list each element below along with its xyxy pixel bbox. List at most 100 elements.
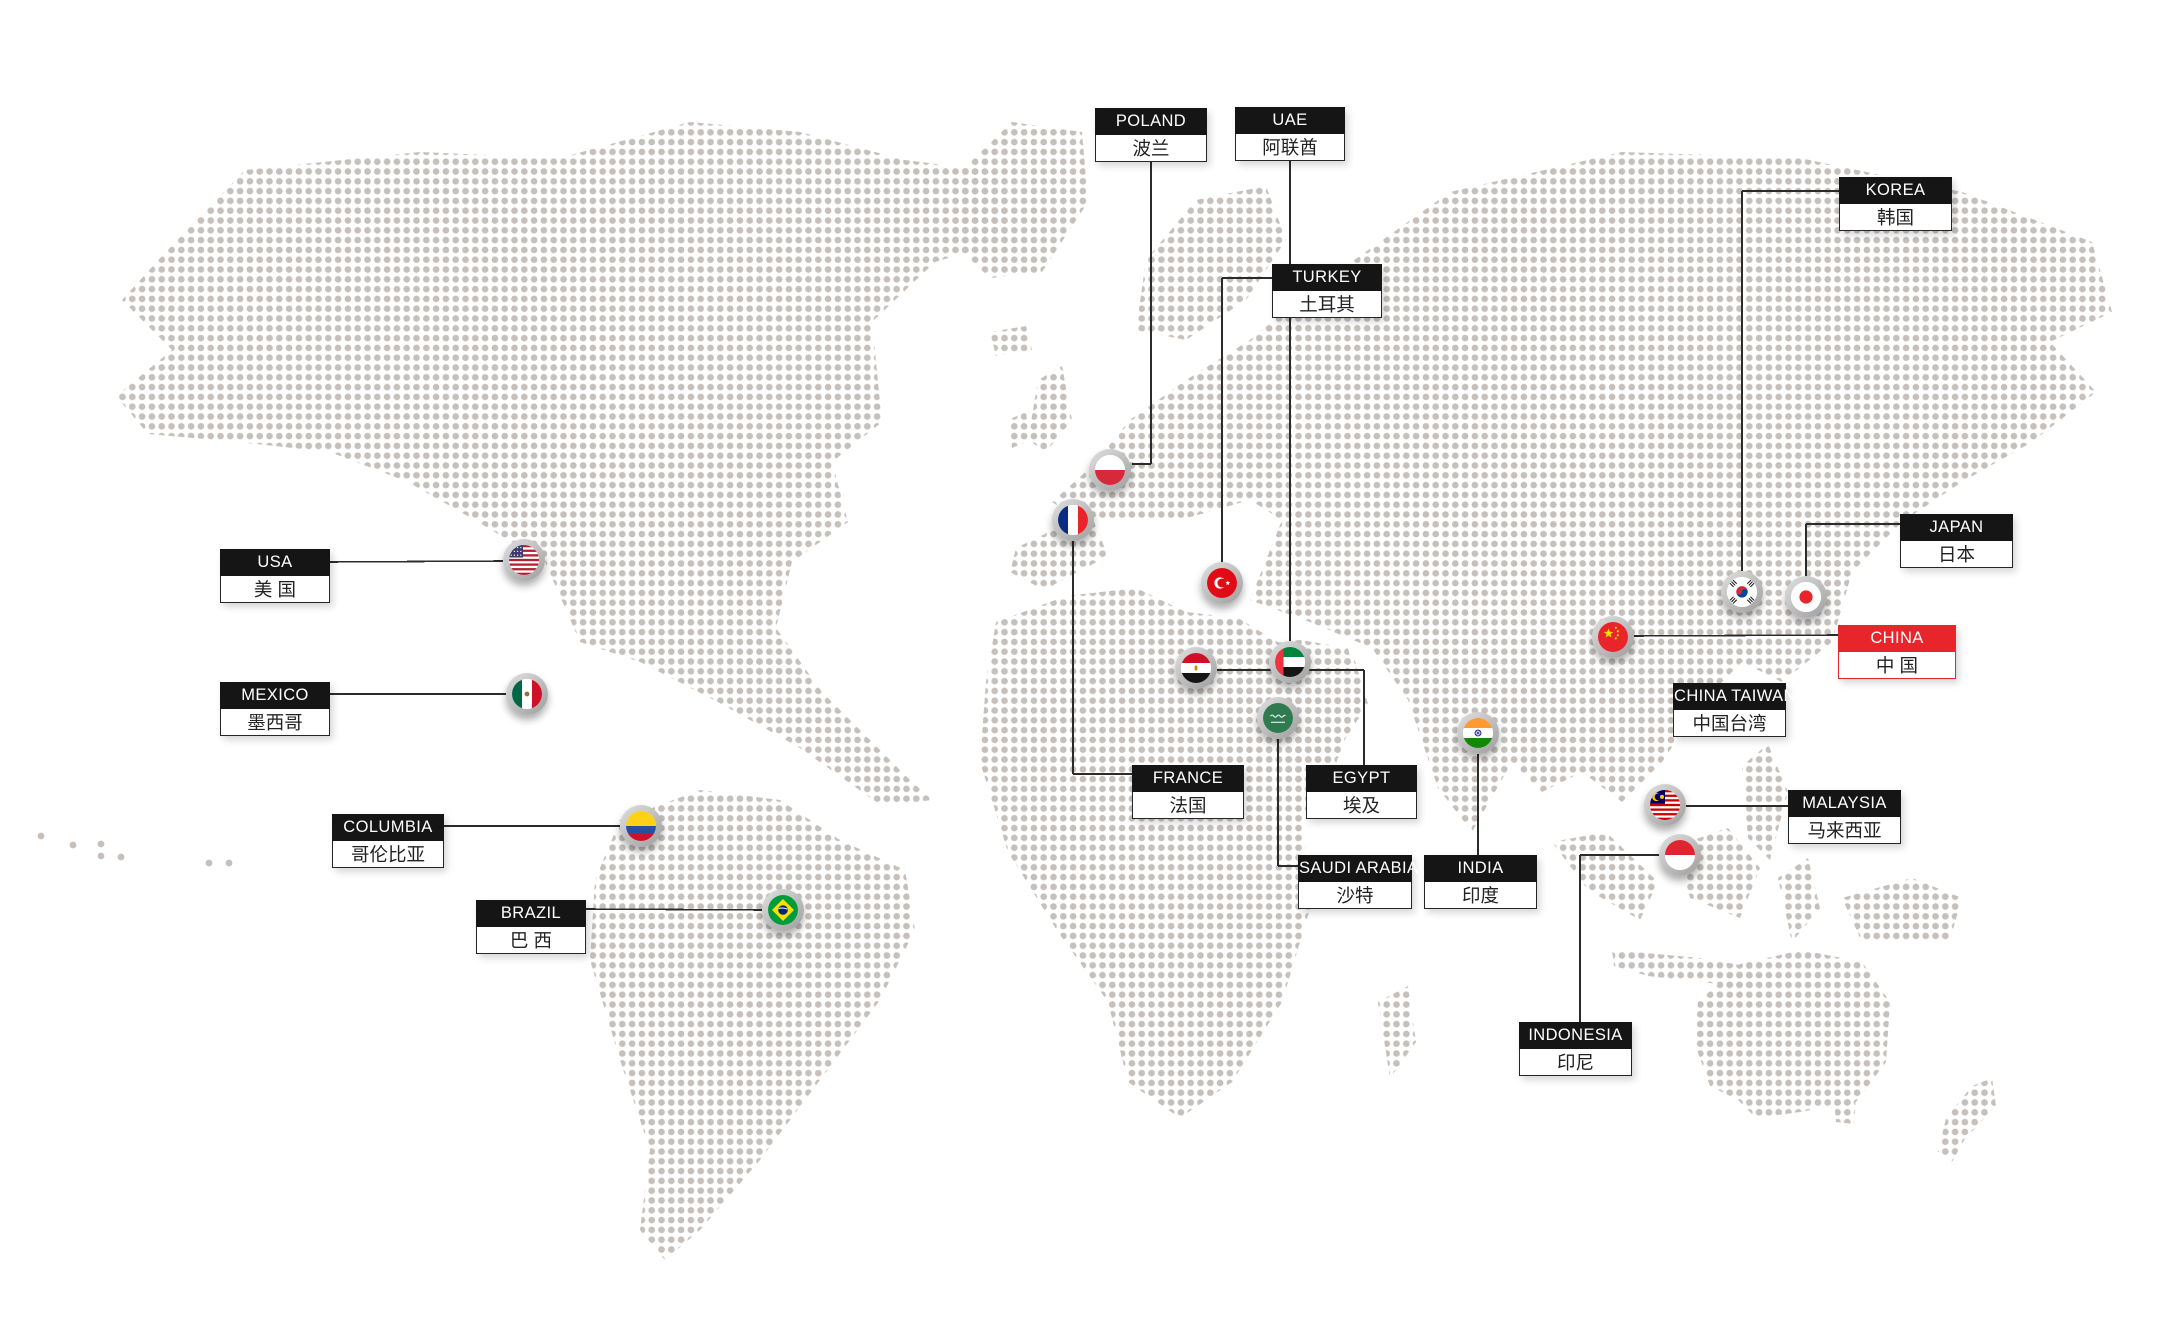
country-name-zh-turkey: 土耳其 (1272, 291, 1382, 318)
uae-flag-icon (1275, 647, 1305, 677)
country-label-egypt: EGYPT 埃及 (1306, 765, 1417, 819)
island-sumatra (1552, 832, 1658, 920)
marker-france (1052, 499, 1094, 541)
island-java (1612, 950, 1758, 988)
country-label-mexico: MEXICO 墨西哥 (220, 682, 330, 736)
marker-malaysia (1644, 784, 1686, 826)
region-scandinavia (1136, 186, 1286, 340)
island-new-guinea (1842, 878, 1962, 942)
marker-turkey (1201, 562, 1243, 604)
country-name-en-japan: JAPAN (1900, 514, 2013, 541)
island-uk (1028, 366, 1072, 452)
pacific-islands-dots (37, 832, 233, 867)
country-name-en-usa: USA (220, 549, 330, 576)
country-name-zh-china: 中 国 (1838, 652, 1956, 679)
country-name-zh-indonesia: 印尼 (1519, 1049, 1632, 1076)
marker-china (1592, 616, 1634, 658)
marker-usa (503, 539, 545, 581)
indonesia-flag-icon (1665, 840, 1695, 870)
country-name-zh-saudi-arabia: 沙特 (1298, 882, 1412, 909)
country-name-en-china: CHINA (1838, 625, 1956, 652)
marker-japan (1785, 576, 1827, 618)
country-name-en-france: FRANCE (1132, 765, 1244, 792)
france-flag-icon (1058, 505, 1088, 535)
country-name-zh-japan: 日本 (1900, 541, 2013, 568)
japan-flag-icon (1791, 582, 1821, 612)
marker-india (1457, 712, 1499, 754)
island-new-zealand (1938, 1078, 1996, 1162)
marker-uae (1269, 641, 1311, 683)
country-label-columbia: COLUMBIA 哥伦比亚 (332, 814, 444, 868)
country-name-en-china-taiwan: CHINA TAIWAN (1673, 683, 1795, 710)
country-name-en-mexico: MEXICO (220, 682, 330, 709)
marker-columbia (620, 805, 662, 847)
country-name-zh-korea: 韩国 (1839, 204, 1952, 231)
marker-egypt (1175, 647, 1217, 689)
colombia-flag-icon (626, 811, 656, 841)
malaysia-flag-icon (1650, 790, 1680, 820)
marker-brazil (762, 889, 804, 931)
country-name-en-indonesia: INDONESIA (1519, 1022, 1632, 1049)
country-name-zh-mexico: 墨西哥 (220, 709, 330, 736)
country-name-zh-egypt: 埃及 (1306, 792, 1417, 819)
country-label-saudi-arabia: SAUDI ARABIA 沙特 (1298, 855, 1418, 909)
marker-poland (1089, 449, 1131, 491)
country-name-zh-france: 法国 (1132, 792, 1244, 819)
country-label-china: CHINA 中 国 (1838, 625, 1956, 679)
egypt-flag-icon (1181, 653, 1211, 683)
country-name-zh-india: 印度 (1424, 882, 1537, 909)
country-label-poland: POLAND 波兰 (1095, 108, 1207, 162)
marker-saudi-arabia (1257, 697, 1299, 739)
country-name-en-poland: POLAND (1095, 108, 1207, 135)
country-name-en-turkey: TURKEY (1272, 264, 1382, 291)
marker-korea (1721, 571, 1763, 613)
country-name-en-uae: UAE (1235, 107, 1345, 134)
country-name-en-brazil: BRAZIL (476, 900, 586, 927)
usa-flag-icon (509, 545, 539, 575)
poland-flag-icon (1095, 455, 1125, 485)
country-label-brazil: BRAZIL 巴 西 (476, 900, 586, 954)
country-name-zh-china-taiwan: 中国台湾 (1673, 710, 1786, 737)
island-greenland (952, 122, 1088, 278)
country-name-zh-uae: 阿联酋 (1235, 134, 1345, 161)
brazil-flag-icon (768, 895, 798, 925)
country-name-zh-malaysia: 马来西亚 (1788, 817, 1901, 844)
island-madagascar (1378, 986, 1416, 1078)
country-name-en-india: INDIA (1424, 855, 1537, 882)
continent-north-america (116, 122, 1008, 806)
country-name-zh-poland: 波兰 (1095, 135, 1207, 162)
turkey-flag-icon (1207, 568, 1237, 598)
country-name-en-columbia: COLUMBIA (332, 814, 444, 841)
china-flag-icon (1598, 622, 1628, 652)
island-ireland (1008, 412, 1030, 448)
country-name-en-egypt: EGYPT (1306, 765, 1417, 792)
country-label-turkey: TURKEY 土耳其 (1272, 264, 1382, 318)
marker-indonesia (1659, 834, 1701, 876)
country-name-en-malaysia: MALAYSIA (1788, 790, 1901, 817)
india-flag-icon (1463, 718, 1493, 748)
mexico-flag-icon (512, 679, 542, 709)
country-label-usa: USA 美 国 (220, 549, 330, 603)
continent-australia (1694, 950, 1890, 1118)
island-tasmania (1834, 1096, 1856, 1124)
country-label-france: FRANCE 法国 (1132, 765, 1244, 819)
country-name-zh-usa: 美 国 (220, 576, 330, 603)
island-sulawesi (1778, 858, 1820, 942)
country-label-indonesia: INDONESIA 印尼 (1519, 1022, 1632, 1076)
country-name-en-korea: KOREA (1839, 177, 1952, 204)
country-name-zh-columbia: 哥伦比亚 (332, 841, 444, 868)
country-name-zh-brazil: 巴 西 (476, 927, 586, 954)
marker-mexico (506, 673, 548, 715)
country-label-india: INDIA 印度 (1424, 855, 1537, 909)
country-label-uae: UAE 阿联酋 (1235, 107, 1345, 161)
country-name-en-saudi-arabia: SAUDI ARABIA (1298, 855, 1418, 882)
island-philippines (1742, 744, 1788, 860)
island-cuba (744, 656, 806, 682)
saudi-arabia-flag-icon (1263, 703, 1293, 733)
continent-asia (1250, 152, 2112, 832)
country-label-japan: JAPAN 日本 (1900, 514, 2013, 568)
continent-south-america (590, 790, 915, 1260)
